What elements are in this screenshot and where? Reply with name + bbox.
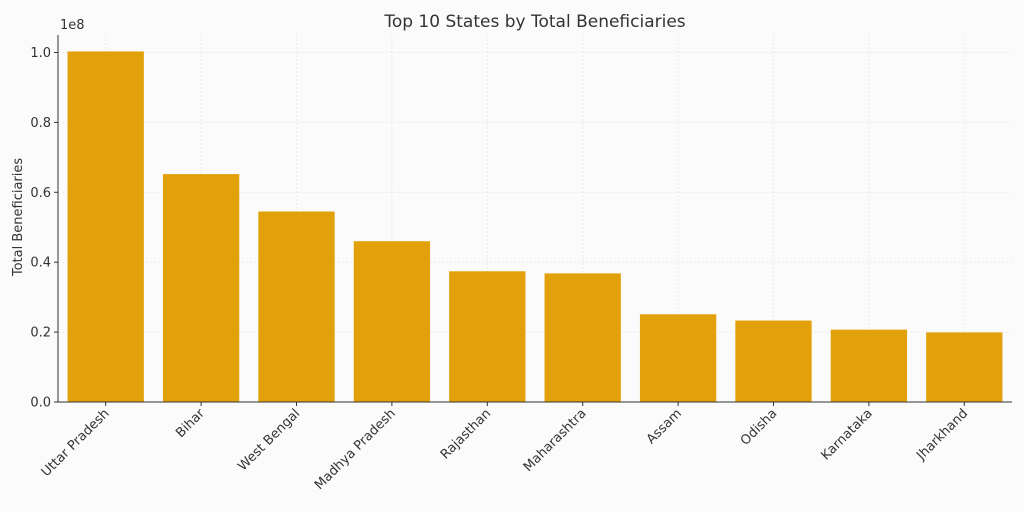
x-tick-label: Madhya Pradesh xyxy=(312,406,399,493)
axes xyxy=(57,35,1012,403)
y-tick-label: 0.4 xyxy=(30,256,51,271)
bars xyxy=(67,51,1003,403)
x-tick-label: Bihar xyxy=(173,406,208,441)
y-axis-label: Total Beneficiaries xyxy=(11,158,26,278)
x-tick-label: Odisha xyxy=(738,406,780,448)
bar xyxy=(162,174,240,402)
x-tick-label: Jharkhand xyxy=(913,406,971,464)
y-tick-label: 0.6 xyxy=(30,186,51,201)
x-tick-label: Karnataka xyxy=(819,406,876,463)
bar xyxy=(544,273,621,402)
x-tick-label: Maharashtra xyxy=(521,406,590,475)
bar xyxy=(830,329,908,402)
x-ticks: Uttar Pradesh Bihar West Bengal Madhya Prad… xyxy=(39,402,971,493)
x-tick-label: Uttar Pradesh xyxy=(39,406,113,480)
chart-title: Top 10 States by Total Beneficiaries xyxy=(383,12,685,32)
bar xyxy=(735,320,812,402)
y-tick-label: 0.0 xyxy=(30,396,51,411)
x-tick-label: West Bengal xyxy=(235,406,303,474)
y-tick-label: 0.2 xyxy=(30,326,51,341)
bar xyxy=(639,314,717,402)
y-ticks: 0.0 0.2 0.4 0.6 0.8 1.0 xyxy=(30,46,58,411)
bar xyxy=(258,211,335,402)
y-tick-label: 0.8 xyxy=(30,116,51,131)
y-axis-offset-text: 1e8 xyxy=(60,18,85,33)
bar xyxy=(926,332,1003,402)
x-tick-label: Rajasthan xyxy=(438,406,494,462)
x-tick-label: Assam xyxy=(644,406,685,447)
y-tick-label: 1.0 xyxy=(30,46,51,61)
bar xyxy=(353,241,431,402)
bar xyxy=(67,51,144,403)
bar xyxy=(449,271,526,402)
